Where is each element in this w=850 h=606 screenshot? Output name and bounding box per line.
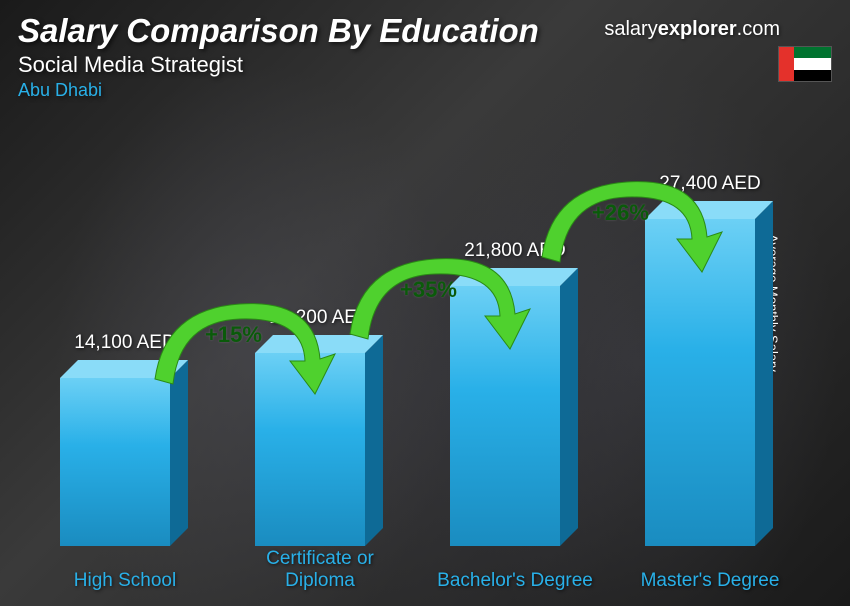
- brand-label: salaryexplorer.com: [604, 18, 780, 41]
- increase-pct: +26%: [592, 200, 649, 226]
- increase-pct: +15%: [205, 322, 262, 348]
- increase-arrow-icon: [522, 167, 732, 287]
- bar-label: Certificate or Diploma: [230, 548, 410, 592]
- increase-arrow-icon: [330, 244, 540, 364]
- flag-icon: [778, 46, 832, 82]
- chart-title: Salary Comparison By Education: [18, 12, 539, 50]
- chart-location: Abu Dhabi: [18, 80, 539, 101]
- increase-arrow-icon: [135, 289, 345, 409]
- chart-subtitle: Social Media Strategist: [18, 52, 539, 78]
- bar-chart: 14,100 AEDHigh School16,200 AEDCertifica…: [40, 114, 810, 594]
- increase-pct: +35%: [400, 277, 457, 303]
- bar-label: Bachelor's Degree: [425, 570, 605, 592]
- bar-label: Master's Degree: [620, 570, 800, 592]
- chart-header: Salary Comparison By Education Social Me…: [18, 12, 539, 101]
- bar-label: High School: [35, 570, 215, 592]
